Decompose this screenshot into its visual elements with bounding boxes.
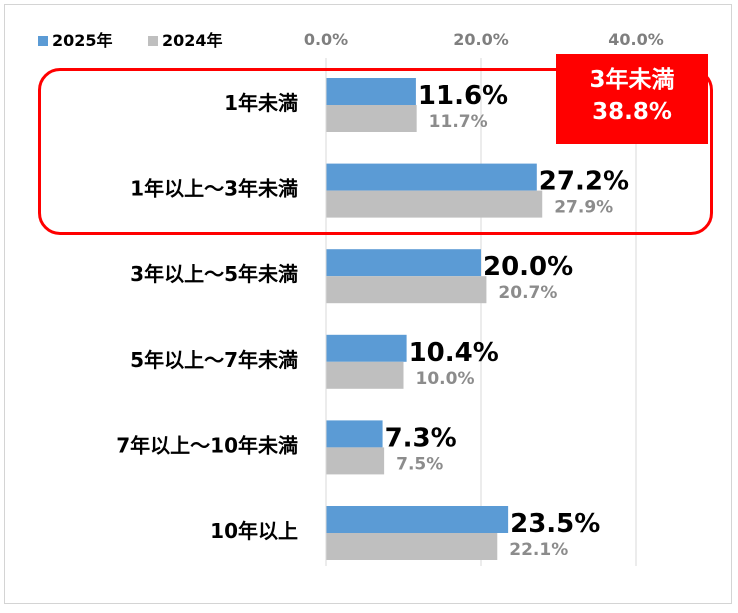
value-label-2024: 20.7%	[498, 283, 557, 303]
bar-2025	[326, 78, 416, 105]
bar-2025	[326, 249, 481, 277]
value-label-2025: 7.3%	[385, 423, 457, 453]
value-label-2024: 22.1%	[509, 540, 568, 560]
legend-swatch	[148, 36, 158, 46]
x-tick-label: 20.0%	[453, 30, 509, 49]
callout-box: 3年未満 38.8%	[556, 54, 708, 144]
bar-2025	[326, 163, 537, 191]
category-label: 1年未満	[224, 91, 298, 115]
category-label: 7年以上～10年未満	[116, 433, 298, 457]
bar-2025	[326, 506, 509, 533]
category-label: 1年以上～3年未満	[130, 177, 298, 201]
value-label-2025: 20.0%	[483, 252, 573, 282]
value-label-2025: 27.2%	[539, 167, 629, 197]
bar-2024	[326, 276, 487, 304]
bar-2024	[326, 361, 404, 389]
category-label: 3年以上～5年未満	[130, 262, 298, 286]
legend-swatch	[38, 36, 48, 46]
bar-2024	[326, 533, 498, 560]
value-label-2025: 11.6%	[418, 81, 508, 111]
x-tick-label: 40.0%	[608, 30, 664, 49]
bar-2024	[326, 105, 417, 132]
category-label: 5年以上～7年未満	[130, 348, 298, 372]
value-label-2025: 10.4%	[409, 338, 499, 368]
callout-title: 3年未満	[589, 67, 675, 93]
callout-value: 38.8%	[592, 99, 672, 125]
legend-label: 2024年	[162, 31, 223, 50]
highlight-box	[38, 68, 713, 235]
value-label-2024: 7.5%	[396, 454, 443, 474]
x-tick-label: 0.0%	[304, 30, 348, 49]
bar-2025	[326, 420, 383, 448]
value-label-2025: 23.5%	[510, 509, 600, 539]
category-label: 10年以上	[210, 519, 298, 543]
value-label-2024: 27.9%	[554, 198, 613, 218]
bar-2024	[326, 190, 543, 218]
legend-label: 2025年	[52, 31, 113, 50]
bar-2024	[326, 447, 385, 475]
value-label-2024: 11.7%	[429, 112, 488, 132]
value-label-2024: 10.0%	[416, 369, 475, 389]
bar-2025	[326, 334, 407, 362]
